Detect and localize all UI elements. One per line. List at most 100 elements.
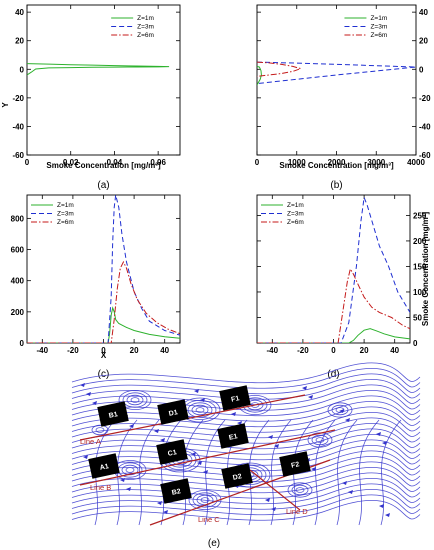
streamline (196, 494, 214, 506)
legend-label: Z=3m (287, 211, 304, 218)
y-tick-label: -40 (419, 122, 431, 131)
streamline (358, 419, 380, 526)
legend-label: Z=6m (287, 219, 304, 226)
x-tick-label: 0.06 (150, 158, 166, 167)
legend-label: Z=3m (370, 24, 387, 31)
streamline (71, 400, 421, 422)
series-line-Z=1m (27, 63, 170, 76)
zone-block: F2 (279, 451, 311, 477)
x-axis-label: Smoke Concentration [mg/m³] (46, 161, 161, 170)
y-tick-label: 0 (413, 339, 418, 348)
flow-arrow-icon (154, 429, 159, 433)
y-tick-label: 600 (11, 246, 25, 255)
flow-arrow-icon (83, 455, 88, 459)
zone-shape (160, 478, 192, 504)
streamline (335, 407, 345, 413)
streamline (191, 404, 209, 416)
y-tick-label: 40 (15, 8, 24, 17)
flow-arrow-icon (302, 386, 307, 390)
flow-arrow-icon (160, 438, 165, 442)
streamline (200, 497, 210, 503)
y-tick-label: -60 (12, 151, 24, 160)
plot-frame (26, 194, 181, 344)
y-tick-label: -20 (419, 94, 431, 103)
streamline (71, 455, 421, 477)
y-tick-label: 0 (20, 339, 25, 348)
flow-arrow-icon (191, 452, 196, 456)
zone-shape (221, 463, 253, 489)
streamline (118, 390, 152, 410)
zone-block: F1 (219, 385, 251, 411)
flow-arrow-icon (271, 507, 276, 511)
series-line-Z=3m (257, 195, 410, 343)
streamline (116, 419, 138, 526)
flow-arrow-icon (120, 478, 125, 482)
flow-arrow-icon (308, 395, 313, 399)
x-tick-label: 20 (130, 346, 139, 355)
streamline (71, 362, 421, 384)
x-tick-label: 0 (101, 346, 106, 355)
streamline (204, 419, 226, 526)
panel-caption: (c) (98, 369, 110, 380)
zone-block: D2 (221, 463, 253, 489)
legend-label: Z=1m (57, 202, 74, 209)
streamline (291, 484, 309, 496)
streamline (130, 397, 140, 403)
streamline (71, 483, 421, 505)
streamline (183, 400, 217, 420)
cut-line (79, 429, 336, 486)
y-tick-label: -20 (12, 94, 24, 103)
streamline (71, 406, 421, 428)
cut-line-label: Line C (198, 515, 220, 524)
zone-label: F2 (291, 461, 301, 470)
flow-arrow-icon (348, 490, 353, 494)
flow-arrow-icon (382, 441, 387, 445)
legend-label: Z=3m (137, 24, 154, 31)
streamline (113, 460, 147, 480)
flow-arrow-icon (376, 432, 381, 436)
streamline (160, 419, 182, 526)
cut-line-label: Line B (90, 483, 111, 492)
streamline (71, 411, 421, 433)
zone-block: D1 (157, 399, 189, 425)
streamline (315, 437, 325, 443)
flow-arrow-icon (194, 389, 199, 393)
flow-arrow-icon (268, 435, 273, 439)
x-tick-label: 40 (390, 346, 399, 355)
streamline (179, 397, 221, 423)
y-tick-label: 20 (419, 37, 428, 46)
streamline (71, 417, 421, 439)
streamline (95, 427, 105, 433)
legend-label: Z=1m (370, 15, 387, 22)
streamline (71, 395, 421, 417)
x-tick-label: 2000 (328, 158, 346, 167)
flow-arrow-icon (379, 504, 384, 508)
legend-label: Z=1m (137, 15, 154, 22)
series-line-Z=3m (27, 195, 180, 343)
streamline (295, 487, 305, 493)
x-tick-label: -40 (37, 346, 49, 355)
streamline (125, 467, 135, 473)
streamline (380, 419, 402, 526)
zone-label: C1 (167, 449, 177, 458)
x-tick-label: 0.02 (63, 158, 79, 167)
zone-block: B1 (97, 401, 129, 427)
zone-label: A1 (99, 463, 109, 472)
panel-caption: (b) (330, 180, 342, 191)
y-tick-label: 400 (11, 277, 25, 286)
streamline (311, 434, 329, 446)
y-tick-label: 50 (413, 313, 422, 322)
cut-line (249, 469, 301, 511)
streamline (71, 378, 421, 400)
chart-panel-a: 0 0.02 0.04 0.06 -60 -40 -20 0 20 40 Z=1m Z=3mZ=6m S… (1, 4, 181, 191)
flow-arrow-icon (86, 392, 91, 396)
streamline (331, 404, 349, 416)
zone-label: F1 (231, 395, 241, 404)
y-tick-label: 800 (11, 214, 25, 223)
zone-shape (97, 401, 129, 427)
y-tick-label: 0 (419, 65, 424, 74)
zone-label: D2 (232, 473, 242, 482)
streamline (71, 472, 421, 494)
streamline (126, 394, 144, 406)
zone-shape (219, 385, 251, 411)
